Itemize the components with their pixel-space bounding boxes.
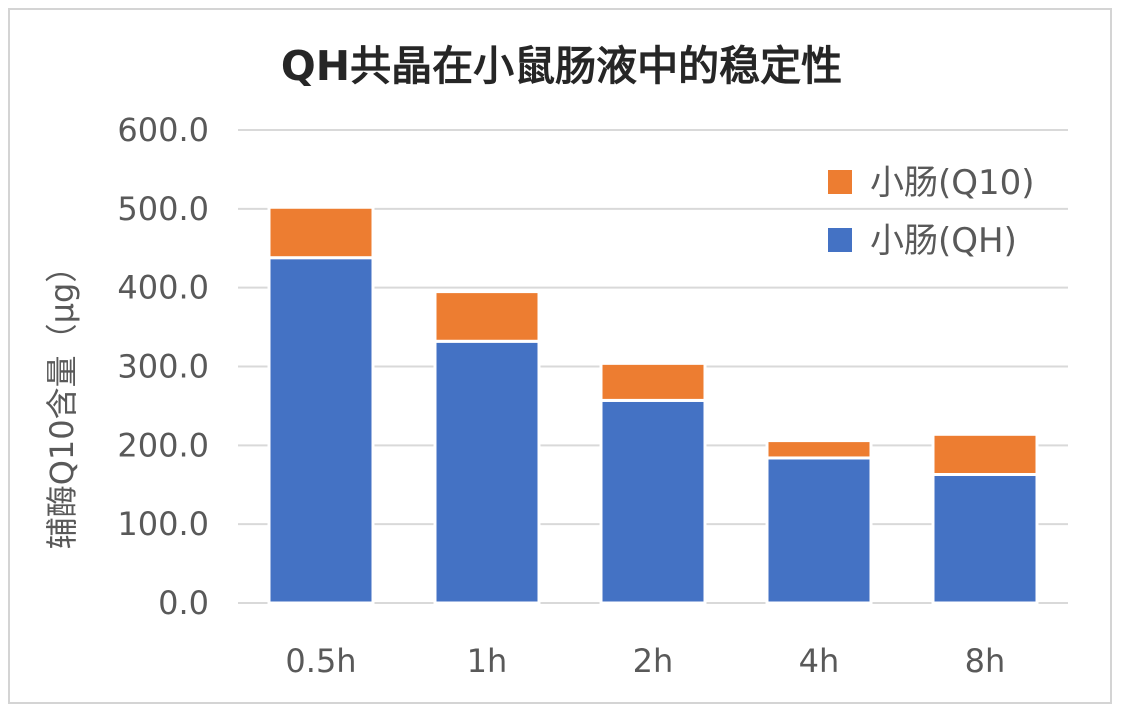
- y-axis-ticks: 0.0 100.0 200.0 300.0 400.0 500.0 600.0: [117, 111, 209, 622]
- x-tick-label: 0.5h: [285, 642, 356, 680]
- x-axis-ticks: 0.5h 1h 2h 4h 8h: [285, 642, 1005, 680]
- y-tick-label: 0.0: [158, 584, 209, 622]
- chart-title: QH共晶在小鼠肠液中的稳定性: [280, 42, 843, 90]
- x-tick-label: 4h: [799, 642, 840, 680]
- x-tick-label: 1h: [467, 642, 508, 680]
- legend: 小肠(Q10) 小肠(QH): [828, 163, 1035, 261]
- bars: [267, 205, 1039, 605]
- x-tick-label: 8h: [965, 642, 1006, 680]
- legend-swatch: [828, 228, 852, 252]
- legend-label: 小肠(QH): [870, 221, 1017, 261]
- legend-label: 小肠(Q10): [870, 163, 1035, 203]
- bar-segment-qh: [599, 398, 707, 605]
- bar-segment-qh: [765, 456, 873, 605]
- y-tick-label: 100.0: [117, 505, 209, 543]
- bar-segment-qh: [931, 473, 1039, 605]
- y-tick-label: 400.0: [117, 269, 209, 307]
- legend-swatch: [828, 170, 852, 194]
- bar-segment-q10: [433, 290, 541, 343]
- bar-segment-q10: [931, 432, 1039, 477]
- y-tick-label: 500.0: [117, 190, 209, 228]
- bar-segment-q10: [267, 205, 375, 260]
- bar-segment-qh: [433, 339, 541, 605]
- y-tick-label: 200.0: [117, 426, 209, 464]
- y-tick-label: 300.0: [117, 348, 209, 386]
- bar-segment-q10: [765, 439, 873, 460]
- x-tick-label: 2h: [633, 642, 674, 680]
- chart-frame: [8, 8, 1112, 704]
- bar-segment-q10: [599, 361, 707, 402]
- y-tick-label: 600.0: [117, 111, 209, 149]
- bar-segment-qh: [267, 256, 375, 605]
